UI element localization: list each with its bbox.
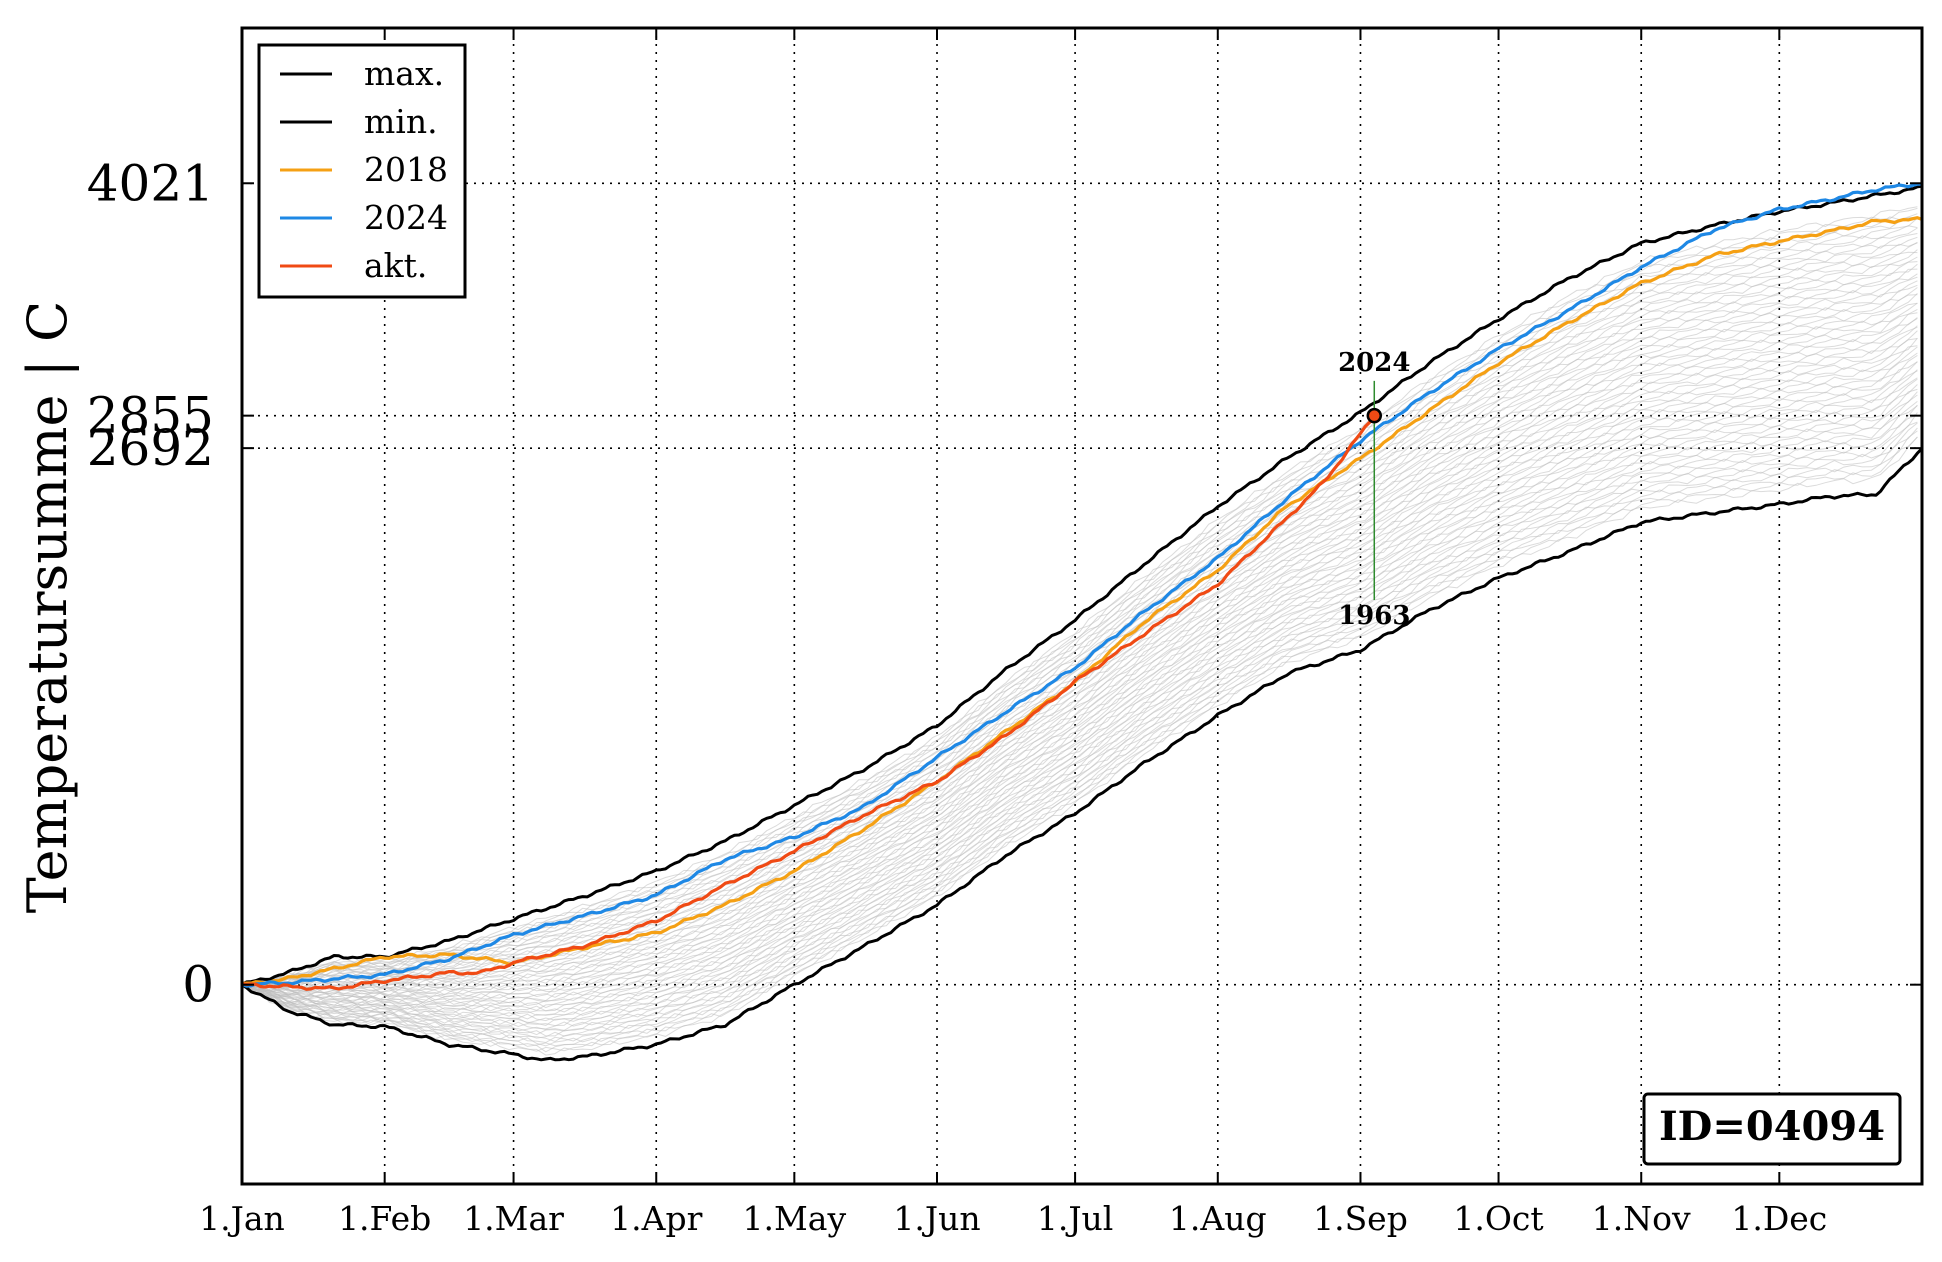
- x-tick-label: 1.Feb: [338, 1199, 431, 1238]
- history-line: [241, 414, 1918, 1039]
- history-line: [241, 273, 1918, 988]
- history-line: [241, 405, 1918, 1036]
- history-line: [241, 302, 1918, 992]
- history-line: [241, 206, 1918, 989]
- series-line-2024: [241, 182, 1923, 988]
- x-tick-label: 1.Aug: [1169, 1199, 1267, 1238]
- legend: max. min. 2018 2024 akt.: [257, 43, 467, 299]
- history-line: [241, 384, 1918, 1024]
- history-line: [241, 312, 1918, 993]
- x-tick-label: 1.Sep: [1313, 1199, 1408, 1238]
- x-tick-label: 1.Dec: [1731, 1199, 1827, 1238]
- history-line: [241, 391, 1918, 1028]
- history-line: [241, 225, 1918, 985]
- series-line-min: [241, 447, 1924, 1062]
- station-id-frame: [1642, 1092, 1902, 1166]
- x-tick-label: 1.Jan: [199, 1199, 285, 1238]
- current-point: [1366, 407, 1383, 424]
- history-line: [241, 337, 1918, 1003]
- grid-lines: [242, 28, 1922, 1184]
- history-line: [241, 317, 1918, 996]
- legend-label-min: min.: [364, 102, 438, 141]
- y-axis-label: Temperatursumme | C: [16, 301, 79, 914]
- history-line: [241, 280, 1918, 989]
- history-line: [241, 268, 1918, 988]
- annotation-label: 1963: [1338, 601, 1410, 631]
- history-line: [241, 293, 1918, 991]
- history-line: [241, 346, 1918, 1007]
- x-tick-label: 1.Nov: [1592, 1199, 1691, 1238]
- series-line-2018: [241, 216, 1923, 986]
- station-id: ID=04094: [1659, 1103, 1885, 1150]
- history-line: [241, 261, 1918, 988]
- history-line: [241, 317, 1918, 996]
- history-line: [241, 326, 1918, 998]
- legend-label-2024: 2024: [364, 198, 448, 237]
- plot-frame: [240, 26, 1924, 1186]
- history-line: [241, 354, 1918, 1010]
- y-tick-label: 0: [182, 956, 214, 1014]
- station-id-box: ID=04094: [1642, 1092, 1902, 1166]
- series-lines: [241, 182, 1924, 1062]
- history-line: [241, 427, 1918, 1047]
- legend-label-2018: 2018: [364, 150, 448, 189]
- history-line: [241, 287, 1918, 989]
- history-line: [241, 370, 1918, 1015]
- x-tick-label: 1.Jul: [1037, 1199, 1114, 1238]
- legend-label-max: max.: [364, 54, 444, 93]
- y-tick-label: 2692: [87, 419, 214, 477]
- history-line: [241, 207, 1918, 984]
- x-tick-label: 1.May: [743, 1199, 847, 1238]
- legend-label-akt: akt.: [364, 246, 427, 285]
- history-line: [241, 294, 1918, 990]
- series-line-max: [241, 184, 1923, 986]
- history-line: [241, 308, 1918, 994]
- history-line: [241, 241, 1918, 987]
- history-line: [241, 213, 1918, 988]
- history-line: [241, 377, 1918, 1020]
- history-line: [241, 404, 1918, 1037]
- history-line: [241, 227, 1918, 987]
- history-line: [241, 388, 1918, 1027]
- history-line: [241, 216, 1918, 986]
- history-line: [241, 436, 1918, 1052]
- history-line: [241, 233, 1918, 987]
- history-line: [241, 263, 1918, 988]
- y-tick-label: 2855: [87, 387, 214, 445]
- history-series: [241, 206, 1918, 1056]
- y-tick-label: 4021: [87, 154, 214, 212]
- history-line: [241, 394, 1918, 1030]
- tick-marks: 1.Jan 1.Feb 1.Mar 1.Apr 1.May 1.Jun 1.Jul 1.Aug…: [87, 28, 1922, 1238]
- history-line: [241, 430, 1918, 1053]
- history-line: [241, 361, 1918, 1013]
- history-line: [241, 256, 1918, 988]
- history-line: [241, 352, 1918, 1008]
- history-line: [241, 422, 1918, 1047]
- x-tick-label: 1.Oct: [1453, 1199, 1543, 1238]
- series-line-akt: [241, 416, 1376, 991]
- current-marker: 2024 1963: [1338, 348, 1410, 631]
- history-line: [241, 242, 1918, 987]
- x-tick-label: 1.Mar: [463, 1199, 564, 1238]
- history-line: [241, 330, 1918, 1001]
- history-line: [241, 217, 1918, 986]
- x-tick-label: 1.Jun: [893, 1199, 980, 1238]
- y-axis-title: Temperatursumme | C: [16, 301, 79, 914]
- x-tick-label: 1.Apr: [610, 1199, 702, 1238]
- annotation-label: 2024: [1338, 348, 1410, 378]
- history-line: [241, 251, 1918, 987]
- history-line: [241, 236, 1918, 989]
